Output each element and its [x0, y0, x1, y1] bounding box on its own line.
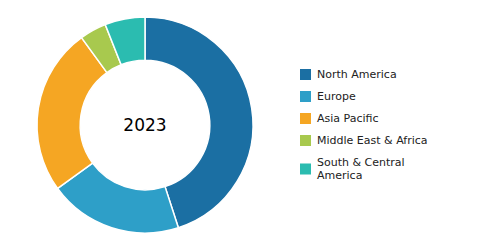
legend-label: Europe	[317, 90, 356, 103]
legend-label: Asia Pacific	[317, 112, 379, 125]
legend-swatch	[300, 164, 311, 175]
legend-swatch	[300, 91, 311, 102]
legend-item: South & CentralAmerica	[300, 156, 405, 182]
legend-swatch	[300, 113, 311, 124]
legend-item: North America	[300, 68, 397, 81]
legend-item: Europe	[300, 90, 356, 103]
legend-label: South & CentralAmerica	[317, 156, 405, 182]
pie	[37, 17, 253, 233]
center-title: 2023	[123, 115, 166, 135]
slice	[105, 17, 145, 65]
legend-swatch	[300, 135, 311, 146]
chart: 2023 North America Europe Asia Pacific Middl…	[0, 0, 500, 250]
legend-item: Middle East & Africa	[300, 134, 428, 147]
legend-item: Asia Pacific	[300, 112, 379, 125]
legend: North America Europe Asia Pacific Middle Ea…	[300, 68, 428, 182]
slice	[37, 38, 107, 189]
legend-swatch	[300, 69, 311, 80]
legend-label: Middle East & Africa	[317, 134, 428, 147]
legend-label: North America	[317, 68, 397, 81]
